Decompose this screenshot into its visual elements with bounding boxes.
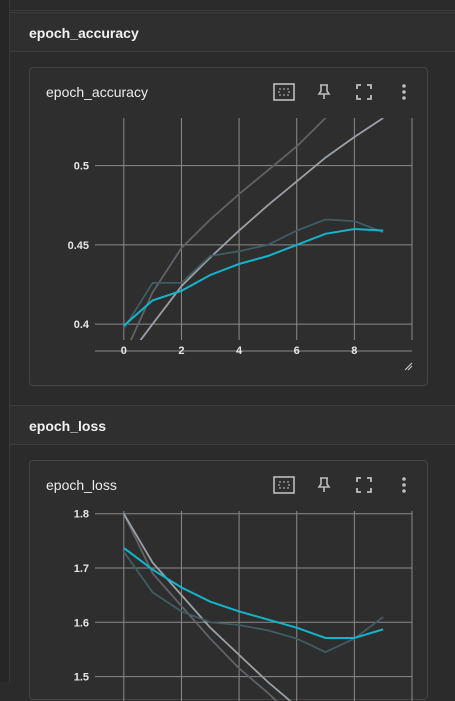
chart-card-epoch-loss: epoch_loss 1.5 1.6 1.7 1.8 <box>29 460 429 701</box>
loss-chart[interactable]: 1.5 1.6 1.7 1.8 <box>30 461 429 701</box>
series-line <box>123 218 384 330</box>
chart-card-epoch-accuracy: epoch_accuracy 0.4 0.45 0.5 0 2 4 6 8 <box>29 67 428 386</box>
y-tick-label: 0.5 <box>74 161 89 173</box>
series-line <box>130 118 327 340</box>
y-tick-label: 1.6 <box>74 617 89 629</box>
section-header-epoch-loss[interactable]: epoch_loss <box>10 405 455 445</box>
more-vert-icon <box>402 477 406 493</box>
pin-icon <box>317 477 331 492</box>
fullscreen-button[interactable] <box>352 473 376 497</box>
series-line <box>123 227 384 327</box>
fit-to-data-button[interactable] <box>272 80 296 104</box>
more-options-button[interactable] <box>392 473 416 497</box>
x-tick-label: 4 <box>236 345 243 357</box>
resize-handle-icon <box>407 365 413 371</box>
x-tick-label: 8 <box>351 345 357 357</box>
y-tick-label: 0.4 <box>74 319 90 331</box>
series-line <box>122 513 278 701</box>
x-tick-label: 2 <box>178 345 184 357</box>
x-tick-label: 0 <box>121 345 127 357</box>
section-title: epoch_accuracy <box>29 25 139 41</box>
y-tick-label: 0.45 <box>68 240 89 252</box>
fullscreen-icon <box>356 477 372 493</box>
y-tick-label: 1.5 <box>74 672 89 684</box>
top-divider <box>10 10 455 11</box>
series-line <box>139 118 384 340</box>
section-header-epoch-accuracy[interactable]: epoch_accuracy <box>10 12 455 52</box>
card-title: epoch_loss <box>46 477 117 493</box>
resize-handle-icon <box>404 362 413 371</box>
accuracy-chart[interactable]: 0.4 0.45 0.5 0 2 4 6 8 <box>30 68 429 387</box>
fit-to-data-button[interactable] <box>272 473 296 497</box>
fit-to-data-icon <box>273 476 295 494</box>
card-title: epoch_accuracy <box>46 84 148 100</box>
x-tick-label: 6 <box>294 345 300 357</box>
y-tick-label: 1.8 <box>74 509 89 521</box>
series-line <box>123 547 384 639</box>
more-options-button[interactable] <box>392 80 416 104</box>
pin-button[interactable] <box>312 80 336 104</box>
series-line <box>123 513 292 701</box>
y-tick-label: 1.7 <box>74 563 89 575</box>
fullscreen-button[interactable] <box>352 80 376 104</box>
pin-icon <box>317 84 331 99</box>
fit-to-data-icon <box>273 83 295 101</box>
left-sidebar-edge <box>0 0 10 682</box>
pin-button[interactable] <box>312 473 336 497</box>
section-title: epoch_loss <box>29 418 107 434</box>
fullscreen-icon <box>356 84 372 100</box>
more-vert-icon <box>402 84 406 100</box>
series-line <box>123 551 384 654</box>
